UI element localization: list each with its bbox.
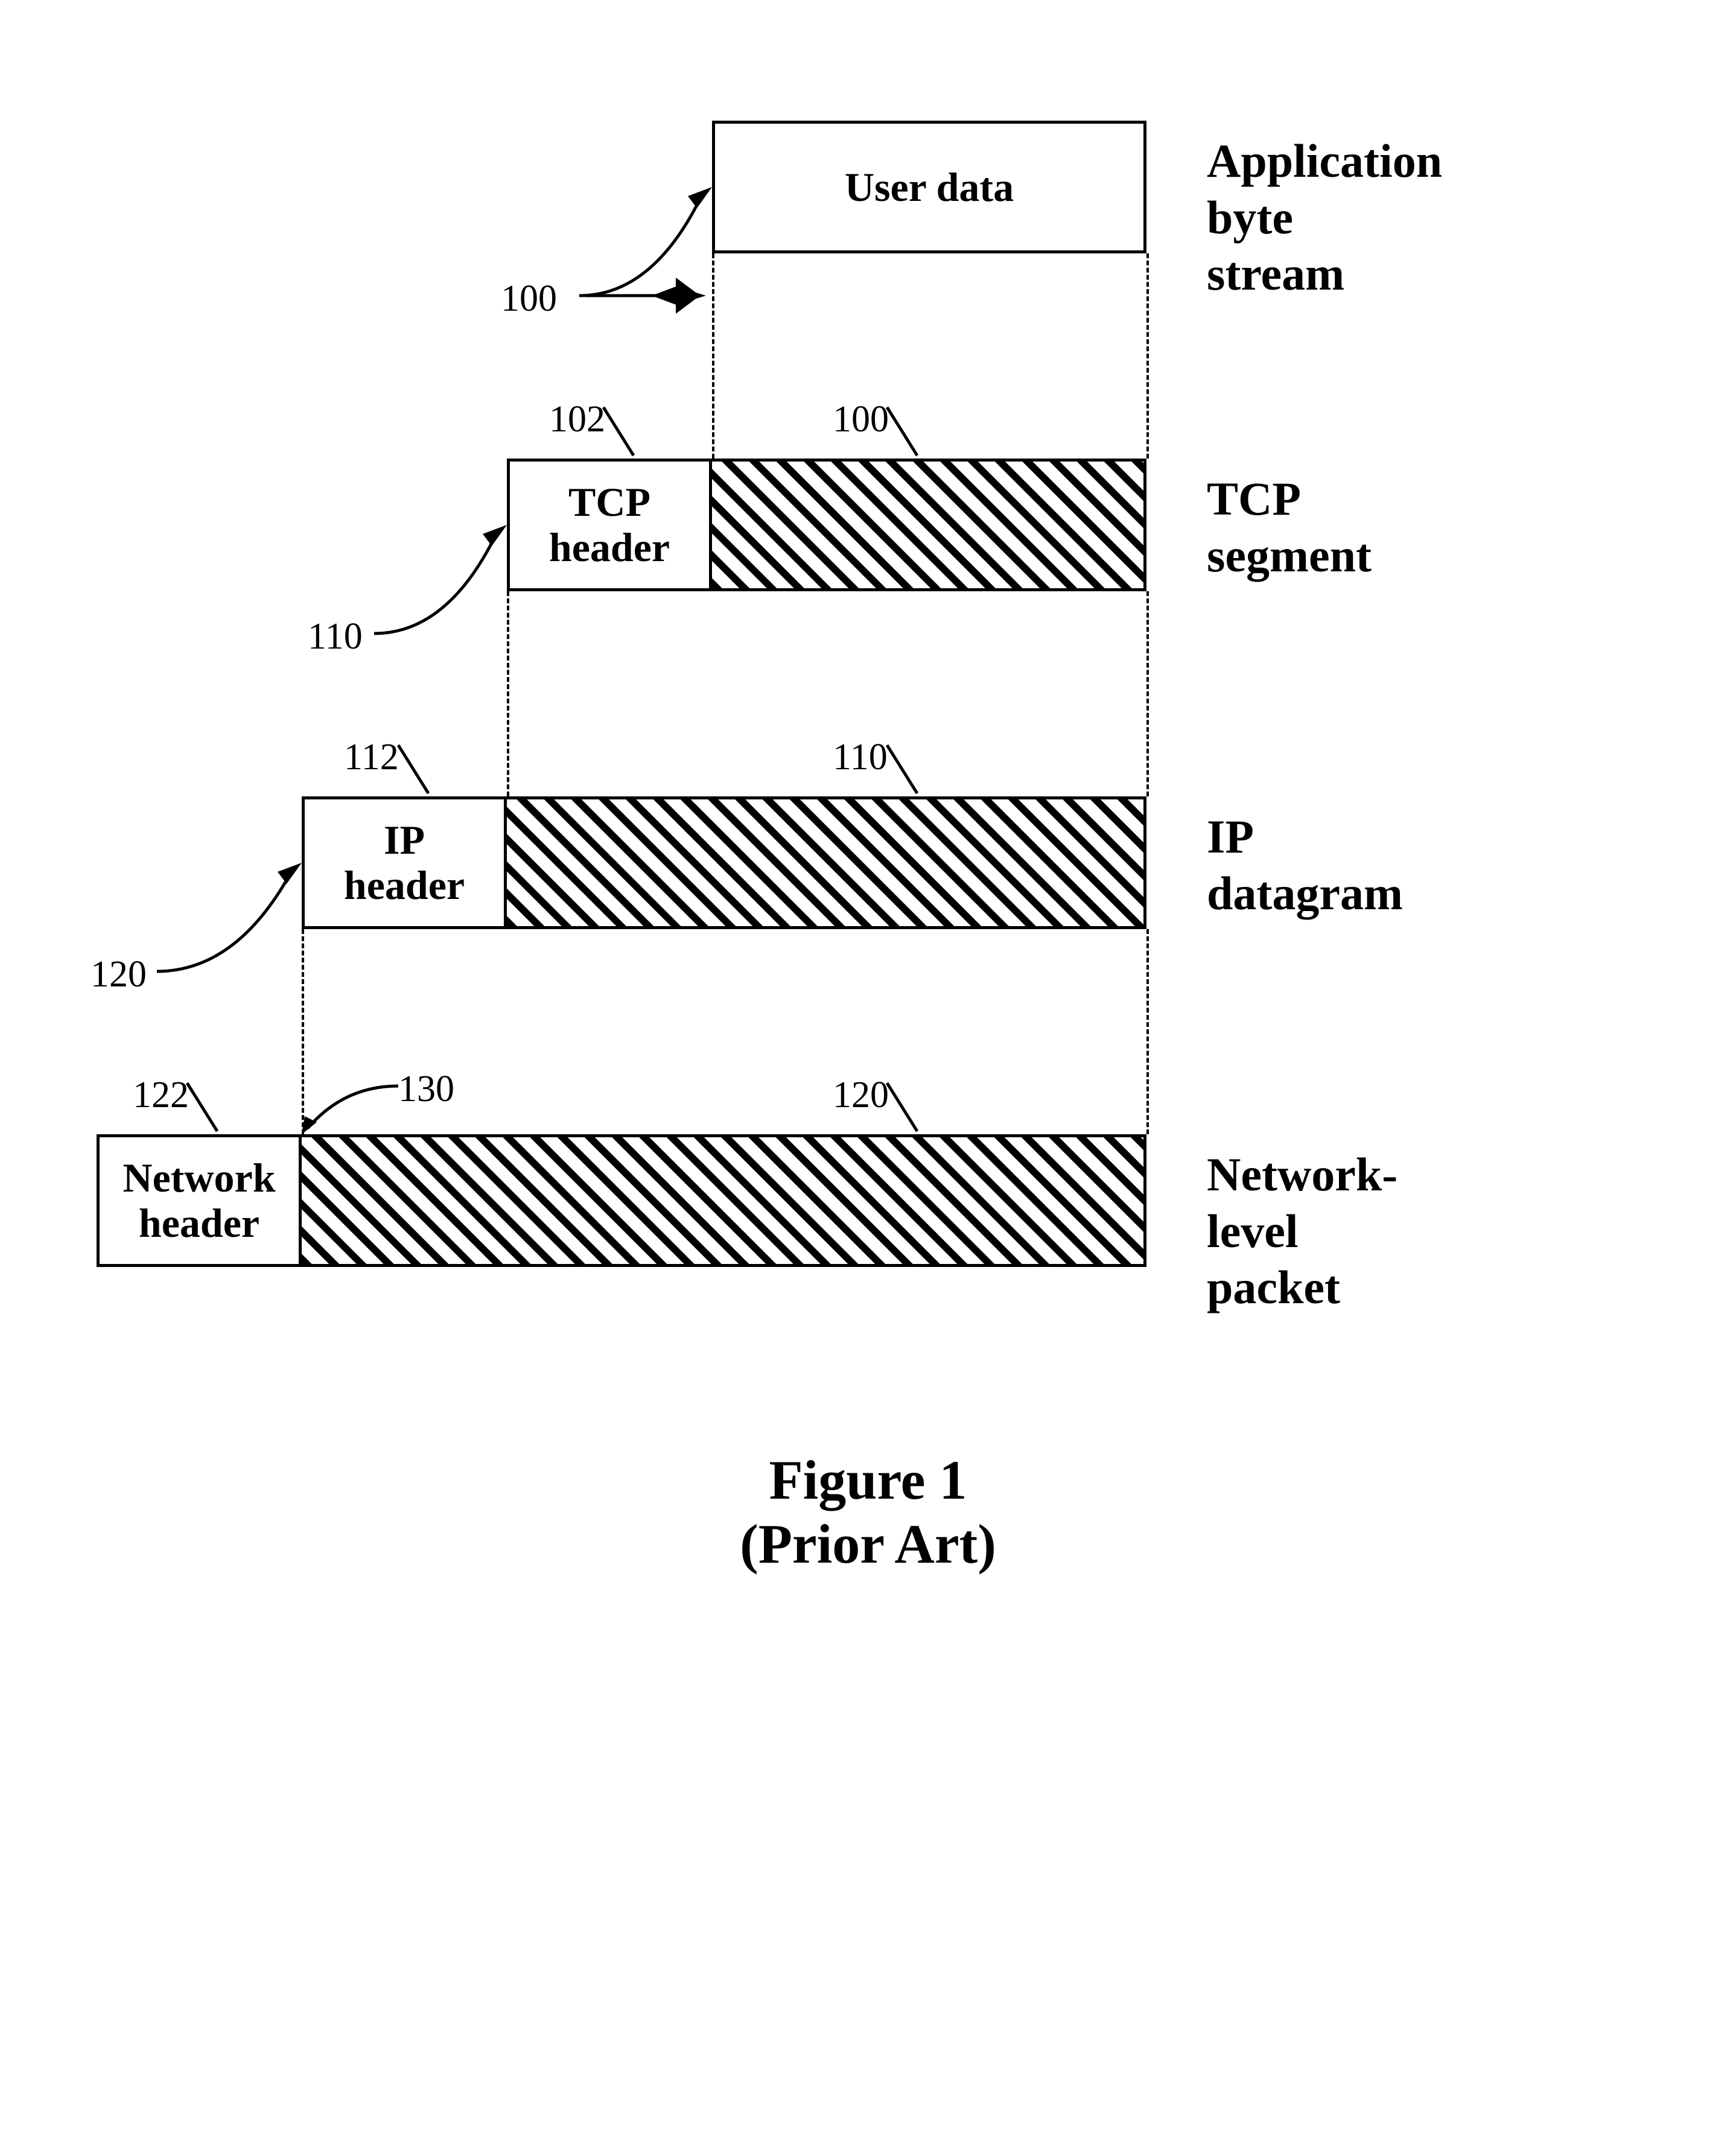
dashed-tcp-right [1146,591,1149,796]
net-layer-label: Network-levelpacket [1207,1146,1397,1316]
encapsulation-diagram: User data Applicationbyte stream 100 TCP… [60,121,1676,2019]
lead-120-payload [881,1077,929,1137]
lead-102 [597,401,646,462]
figure-caption: Figure 1 (Prior Art) [60,1448,1676,1576]
tcp-payload-box [712,459,1146,591]
lead-122 [181,1077,229,1137]
ref-112: 112 [344,736,399,779]
net-header-text: Networkheader [122,1155,275,1246]
lead-112 [392,739,440,799]
ref-110: 110 [308,615,363,658]
tcp-header-box: TCPheader [507,459,712,591]
user-data-box: User data [712,121,1146,253]
lead-100-payload [881,401,929,462]
net-payload-box [302,1134,1146,1267]
dashed-tcp-left [507,591,509,796]
tcp-layer-label: TCPsegment [1207,471,1372,583]
lead-110-payload [881,739,929,799]
app-layer-label: Applicationbyte stream [1207,133,1442,302]
ref-130: 130 [398,1068,454,1111]
ip-layer-label: IPdatagram [1207,808,1403,921]
ref-110-payload: 110 [833,736,888,779]
net-header-box: Networkheader [97,1134,302,1267]
ip-header-box: IPheader [302,796,507,929]
arrow-120-curve [157,863,308,995]
ref-120: 120 [91,953,147,996]
arrow-130 [302,1068,404,1140]
ref-100: 100 [501,278,557,320]
arrow-110-curve [374,525,513,658]
arrow-100-curve [579,187,718,320]
tcp-header-text: TCPheader [549,480,670,570]
dashed-app-left [712,253,714,459]
ip-header-text: IPheader [344,818,465,908]
caption-line1: Figure 1 [60,1448,1676,1512]
dashed-app-right [1146,253,1149,459]
ip-payload-box [507,796,1146,929]
user-data-text: User data [845,165,1014,210]
dashed-ip-right [1146,929,1149,1134]
caption-line2: (Prior Art) [60,1512,1676,1576]
